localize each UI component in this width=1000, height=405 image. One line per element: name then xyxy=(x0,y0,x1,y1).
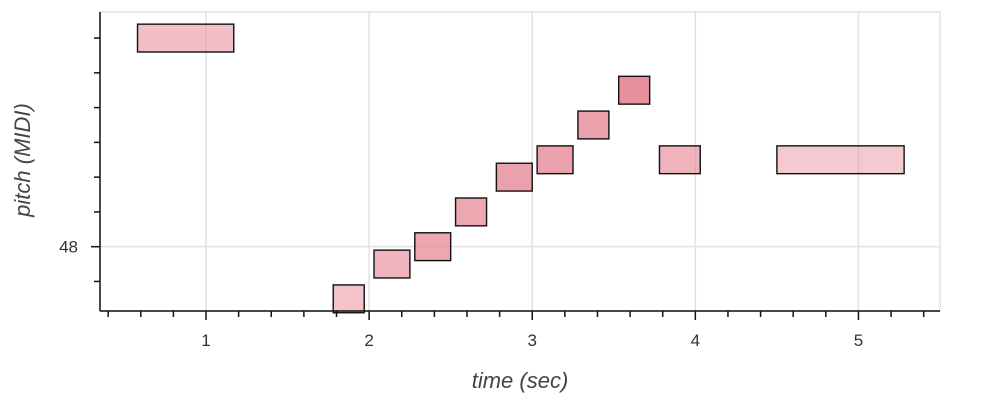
x-tick-label: 5 xyxy=(854,331,863,350)
note-bar xyxy=(776,145,905,175)
note-bar xyxy=(495,162,533,192)
note-bar xyxy=(536,145,574,175)
note-bar xyxy=(658,145,701,175)
x-tick-label: 2 xyxy=(364,331,373,350)
x-tick-label: 1 xyxy=(201,331,210,350)
y-tick-label: 48 xyxy=(59,238,78,257)
note-bar xyxy=(332,284,365,314)
x-axis-label: time (sec) xyxy=(472,368,569,393)
note-bar xyxy=(136,23,235,53)
note-bar xyxy=(414,232,452,262)
x-tick-label: 3 xyxy=(527,331,536,350)
axes-layer: 1 2 3 4 5 48 xyxy=(59,12,940,350)
y-axis-label: pitch (MIDI) xyxy=(10,103,35,218)
note-bar xyxy=(577,110,610,140)
note-bar xyxy=(373,249,411,279)
notes-layer xyxy=(136,23,905,314)
note-bar xyxy=(617,75,651,105)
note-bar xyxy=(454,197,488,227)
x-tick-label: 4 xyxy=(691,331,700,350)
